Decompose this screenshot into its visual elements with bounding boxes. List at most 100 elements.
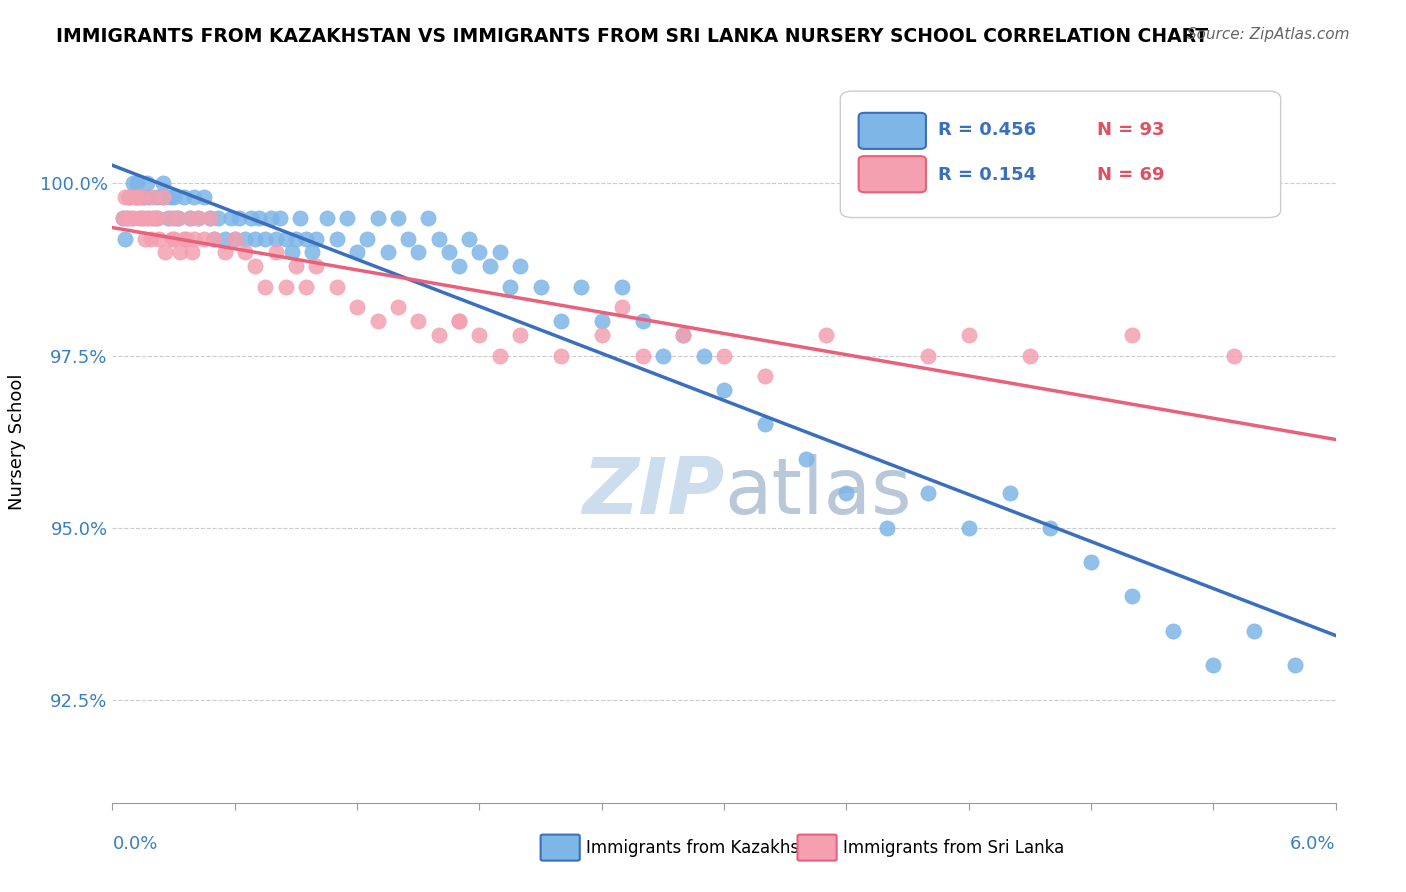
Point <box>713 383 735 397</box>
Point <box>652 349 675 363</box>
Point <box>418 211 440 225</box>
Point <box>336 211 359 225</box>
Point <box>264 231 287 245</box>
Text: Immigrants from Sri Lanka: Immigrants from Sri Lanka <box>842 838 1064 856</box>
Point <box>610 279 633 293</box>
Point <box>366 314 388 328</box>
Point <box>917 486 939 500</box>
FancyBboxPatch shape <box>859 112 927 149</box>
Point <box>917 349 939 363</box>
Point <box>193 190 215 204</box>
Point <box>631 349 654 363</box>
Text: 6.0%: 6.0% <box>1291 835 1336 854</box>
Point <box>204 231 226 245</box>
Point <box>591 327 613 342</box>
Point <box>142 211 165 225</box>
Point <box>166 211 188 225</box>
Point <box>610 301 633 315</box>
Text: Immigrants from Kazakhstan: Immigrants from Kazakhstan <box>586 838 827 856</box>
Point <box>315 211 337 225</box>
Point <box>957 520 980 534</box>
Point <box>1284 658 1306 673</box>
Point <box>146 211 169 225</box>
Point <box>254 231 277 245</box>
Text: R = 0.456: R = 0.456 <box>938 121 1036 139</box>
Point <box>408 245 430 260</box>
FancyBboxPatch shape <box>797 835 837 861</box>
Point <box>499 279 522 293</box>
Point <box>815 327 838 342</box>
Point <box>181 245 204 260</box>
Point <box>159 211 181 225</box>
Point <box>187 211 209 225</box>
Point <box>148 231 170 245</box>
Point <box>114 231 136 245</box>
Point <box>179 211 201 225</box>
Point <box>224 231 246 245</box>
Point <box>187 211 209 225</box>
Y-axis label: Nursery School: Nursery School <box>7 373 25 510</box>
Point <box>550 349 572 363</box>
Point <box>356 231 378 245</box>
Point <box>245 231 267 245</box>
Point <box>998 486 1021 500</box>
FancyBboxPatch shape <box>859 156 927 193</box>
Point <box>260 211 283 225</box>
Point <box>489 349 512 363</box>
Point <box>281 245 304 260</box>
Point <box>124 190 146 204</box>
Text: atlas: atlas <box>724 454 911 530</box>
Point <box>200 211 222 225</box>
Point <box>468 245 491 260</box>
Point <box>672 327 695 342</box>
Point <box>458 231 481 245</box>
Text: IMMIGRANTS FROM KAZAKHSTAN VS IMMIGRANTS FROM SRI LANKA NURSERY SCHOOL CORRELATI: IMMIGRANTS FROM KAZAKHSTAN VS IMMIGRANTS… <box>56 27 1208 45</box>
Text: 0.0%: 0.0% <box>112 835 157 854</box>
Point <box>114 190 136 204</box>
Point <box>254 279 277 293</box>
Point <box>163 211 186 225</box>
Point <box>152 190 174 204</box>
Text: Source: ZipAtlas.com: Source: ZipAtlas.com <box>1187 27 1350 42</box>
Point <box>245 259 267 273</box>
Point <box>346 301 368 315</box>
Point <box>122 177 145 191</box>
Point <box>509 327 531 342</box>
Point <box>408 314 430 328</box>
Point <box>509 259 531 273</box>
Point <box>295 279 318 293</box>
Point <box>111 211 134 225</box>
Point <box>794 451 817 466</box>
Point <box>876 520 898 534</box>
Point <box>591 314 613 328</box>
Point <box>193 231 215 245</box>
Point <box>447 314 470 328</box>
Text: ZIP: ZIP <box>582 454 724 530</box>
Point <box>754 369 776 384</box>
Point <box>284 259 308 273</box>
Point <box>128 211 150 225</box>
Point <box>129 190 152 204</box>
Point <box>1243 624 1265 638</box>
Point <box>118 190 141 204</box>
Point <box>118 190 141 204</box>
Point <box>214 231 236 245</box>
Point <box>228 211 250 225</box>
Point <box>146 190 169 204</box>
Point <box>1161 624 1184 638</box>
Point <box>134 190 156 204</box>
Point <box>138 211 160 225</box>
Point <box>214 245 236 260</box>
Point <box>295 231 318 245</box>
Point <box>129 211 152 225</box>
Point <box>111 211 134 225</box>
Point <box>120 211 142 225</box>
Point <box>305 231 328 245</box>
Point <box>233 231 256 245</box>
Point <box>132 211 155 225</box>
Point <box>305 259 328 273</box>
Point <box>326 231 349 245</box>
Point <box>163 190 186 204</box>
Point <box>152 177 174 191</box>
Point <box>284 231 308 245</box>
